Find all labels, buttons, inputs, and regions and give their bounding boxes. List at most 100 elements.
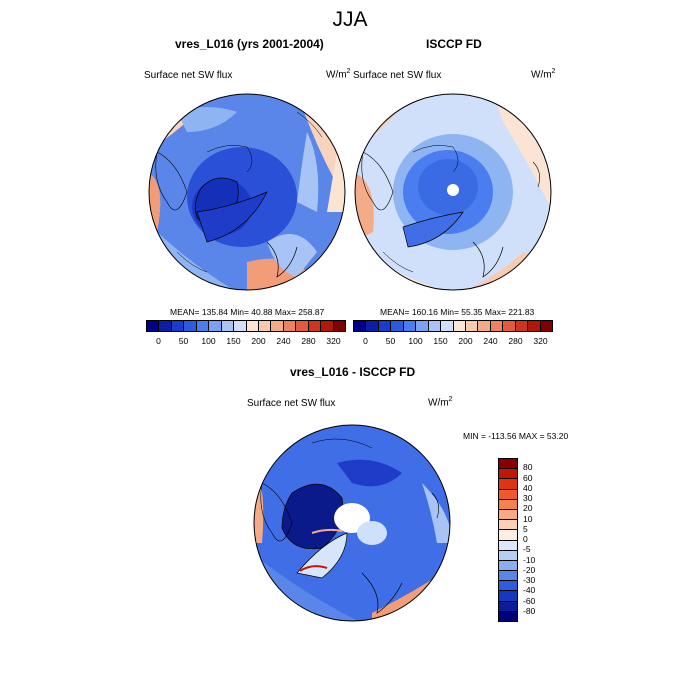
colorbar-tick-label: -60 [523,595,536,606]
colorbar-swatch [499,591,517,602]
colorbar-swatch [283,321,297,331]
colorbar-swatch [499,520,517,531]
panel3-title: vres_L016 - ISCCP FD [290,365,416,379]
colorbar-tick-label: 320 [533,336,548,346]
panel2-variable: Surface net SW flux [353,70,442,81]
panel3-colorbar-labels: 80 60 40 30 20 10 5 0 -5 -10 -20 -30 -40 -60 -80 [523,458,563,622]
colorbar-swatch [333,321,345,331]
panel2-polar-map [354,93,552,291]
colorbar-swatch [515,321,529,331]
colorbar-swatch [258,321,272,331]
colorbar-tick-label: -20 [523,564,536,575]
colorbar-swatch [391,321,404,331]
colorbar-tick-label: 150 [226,336,241,346]
colorbar-tick-label: 0 [523,534,528,544]
colorbar-swatch [499,571,517,582]
colorbar-tick-label: 280 [508,336,523,346]
colorbar-swatch [499,459,517,470]
colorbar-tick-label: 100 [408,336,423,346]
colorbar-swatch [234,321,247,331]
colorbar-swatch [499,469,517,480]
colorbar-tick-label: 240 [483,336,498,346]
panel3-units: W/m2 [428,396,453,409]
colorbar-swatch [499,479,517,490]
colorbar-tick-label: 280 [301,336,316,346]
colorbar-swatch [499,611,517,621]
colorbar-tick-label: 80 [523,462,533,473]
panel1-stats: MEAN= 135.84 Min= 40.88 Max= 258.87 [170,307,325,317]
colorbar-swatch [366,321,379,331]
colorbar-swatch [499,530,517,541]
colorbar-tick-label: -80 [523,605,536,616]
colorbar-tick-label: 100 [201,336,216,346]
panel3-stats: MIN = -113.56 MAX = 53.20 [463,431,569,441]
colorbar-swatch [271,321,284,331]
colorbar-swatch [196,321,210,331]
colorbar-swatch [378,321,392,331]
colorbar-swatch [499,489,517,500]
colorbar-swatch [499,601,517,612]
colorbar-tick-label: -30 [523,575,536,585]
colorbar-swatch [221,321,235,331]
colorbar-tick-label: 40 [523,482,533,493]
colorbar-swatch [147,321,160,331]
panel1-colorbar [146,320,346,332]
colorbar-swatch [403,321,417,331]
colorbar-tick-label: -5 [523,544,531,555]
colorbar-swatch [246,321,259,331]
panel3-variable: Surface net SW flux [247,398,336,409]
colorbar-swatch [499,560,517,572]
colorbar-swatch [499,581,517,592]
colorbar-tick-label: 50 [178,336,189,346]
panel1-variable: Surface net SW flux [144,70,233,81]
colorbar-swatch [503,321,516,331]
colorbar-swatch [171,321,185,331]
colorbar-swatch [465,321,479,331]
figure-title: JJA [332,8,368,31]
panel2-stats: MEAN= 160.16 Min= 55.35 Max= 221.83 [380,307,535,317]
panel1-polar-map [148,93,346,291]
colorbar-swatch [428,321,442,331]
colorbar-tick-label: 10 [523,513,533,524]
colorbar-swatch [528,321,541,331]
colorbar-swatch [209,321,222,331]
colorbar-swatch [499,540,517,551]
colorbar-tick-label: 30 [523,493,533,503]
panel3-polar-map [253,424,451,622]
colorbar-tick-label: 0 [363,336,368,346]
colorbar-swatch [540,321,552,331]
colorbar-swatch [308,321,322,331]
colorbar-tick-label: -10 [523,554,536,565]
colorbar-swatch [478,321,491,331]
colorbar-tick-label: 50 [385,336,396,346]
colorbar-tick-label: 20 [523,503,533,514]
panel2-colorbar [353,320,553,332]
panel1-colorbar-labels: 0 50 100 150 200 240 280 320 [146,336,346,348]
panel3-colorbar [498,458,518,622]
colorbar-swatch [184,321,197,331]
panel1-title: vres_L016 (yrs 2001-2004) [175,37,324,51]
colorbar-tick-label: 200 [458,336,473,346]
colorbar-swatch [441,321,454,331]
colorbar-tick-label: -40 [523,585,536,596]
panel2-units: W/m2 [531,68,556,81]
colorbar-swatch [453,321,466,331]
colorbar-tick-label: 200 [251,336,266,346]
colorbar-tick-label: 5 [523,523,528,534]
colorbar-swatch [159,321,172,331]
colorbar-swatch [321,321,334,331]
colorbar-swatch [499,550,517,561]
colorbar-tick-label: 150 [433,336,448,346]
colorbar-swatch [416,321,429,331]
panel2-colorbar-labels: 0 50 100 150 200 240 280 320 [353,336,553,348]
panel2-title: ISCCP FD [426,37,482,51]
colorbar-swatch [354,321,367,331]
colorbar-swatch [499,509,517,521]
colorbar-tick-label: 0 [156,336,161,346]
colorbar-tick-label: 240 [276,336,291,346]
colorbar-swatch [499,499,517,510]
panel1-units: W/m2 [326,68,351,81]
colorbar-tick-label: 320 [326,336,341,346]
colorbar-tick-label: 60 [523,472,533,483]
colorbar-swatch [296,321,309,331]
